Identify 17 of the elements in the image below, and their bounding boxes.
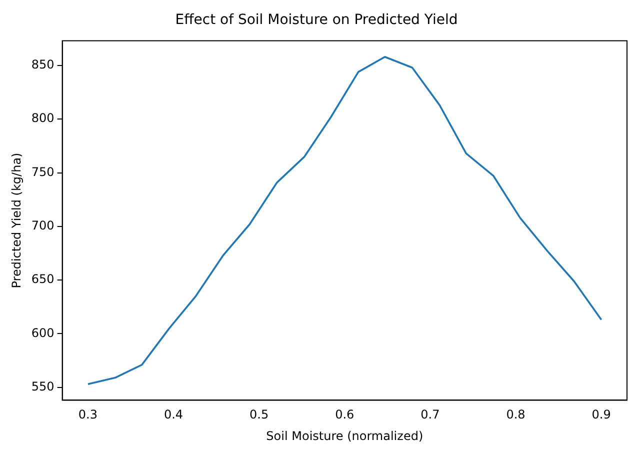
y-tick-label: 850 bbox=[31, 58, 54, 72]
x-tick-label: 0.9 bbox=[592, 408, 611, 422]
x-tick-label: 0.4 bbox=[164, 408, 184, 422]
x-tick-label: 0.5 bbox=[250, 408, 269, 422]
x-tick-label: 0.7 bbox=[420, 408, 440, 422]
y-tick-label: 550 bbox=[31, 379, 54, 394]
x-tick-label: 0.6 bbox=[335, 408, 354, 422]
x-tick-label: 0.8 bbox=[506, 408, 526, 422]
y-tick-label: 650 bbox=[31, 272, 54, 286]
x-axis-title: Soil Moisture (normalized) bbox=[266, 428, 424, 443]
y-axis-title: Predicted Yield (kg/ha) bbox=[9, 152, 24, 288]
chart-title: Effect of Soil Moisture on Predicted Yield bbox=[175, 12, 458, 28]
y-tick-label: 800 bbox=[31, 111, 54, 126]
x-tick-label: 0.3 bbox=[78, 408, 98, 422]
y-tick-label: 750 bbox=[31, 164, 54, 179]
y-tick-label: 700 bbox=[31, 218, 54, 233]
y-tick-label: 600 bbox=[31, 326, 54, 340]
